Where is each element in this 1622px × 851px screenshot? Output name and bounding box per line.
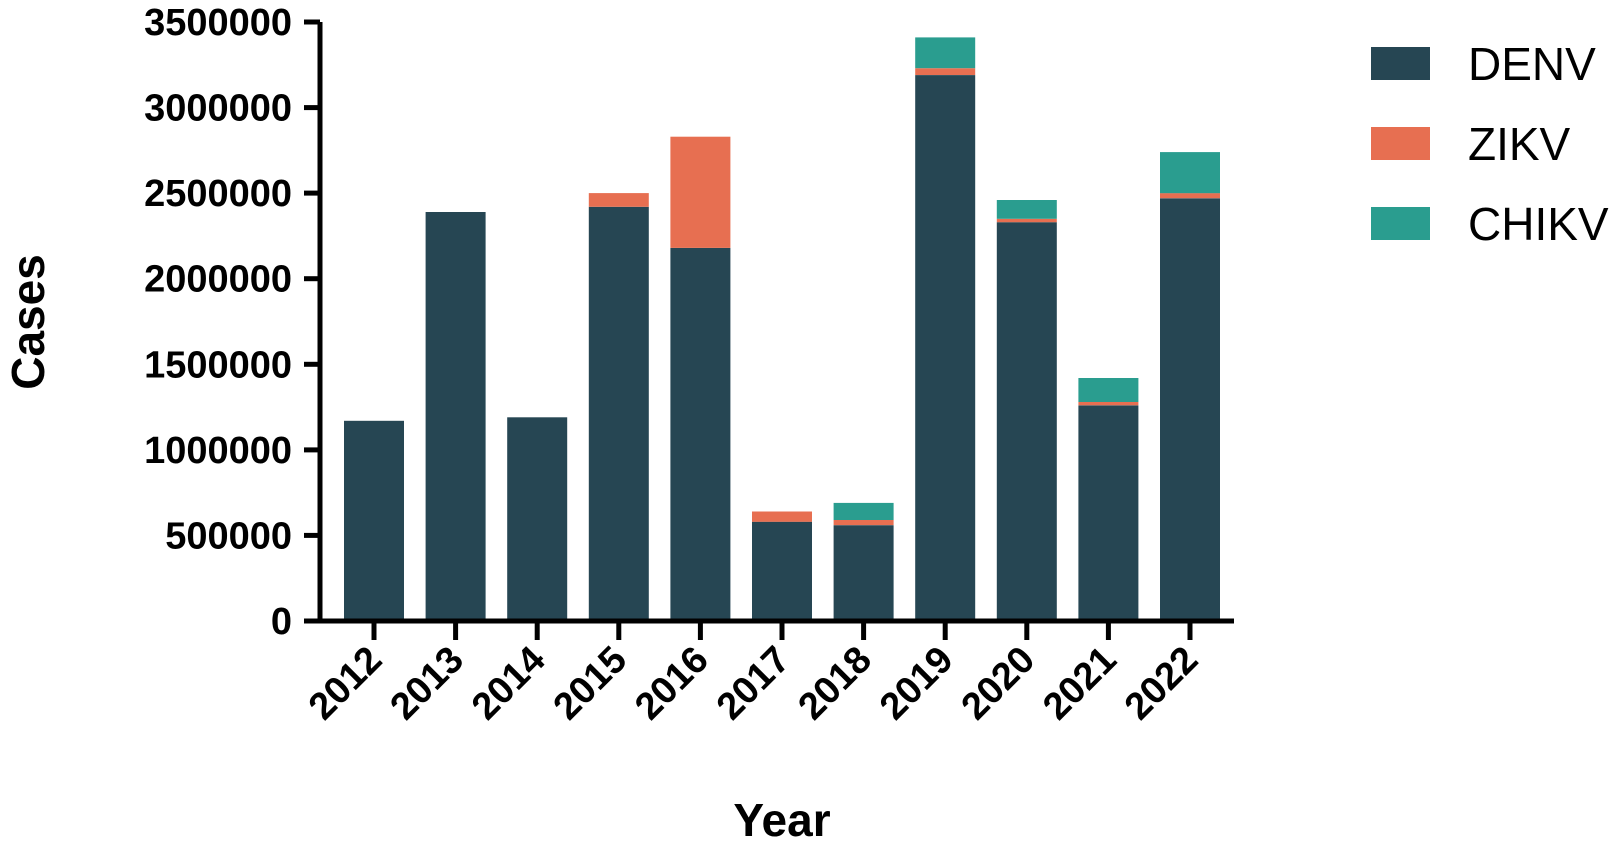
bar-denv-2022	[1160, 198, 1220, 622]
bar-chikv-2020	[996, 200, 1057, 219]
legend-item-zikv: ZIKV	[1371, 118, 1571, 170]
legend-swatch	[1371, 47, 1430, 80]
bar-denv-2015	[588, 206, 649, 622]
bar-denv-2019	[915, 75, 976, 622]
legend-swatch	[1371, 127, 1430, 160]
bar-chikv-2018	[833, 502, 894, 520]
x-tick-label: 2019	[872, 639, 961, 728]
bar-zikv-2019	[915, 68, 976, 75]
y-tick-label: 3500000	[144, 2, 292, 44]
x-tick-label: 2012	[301, 639, 390, 728]
x-axis-title: Year	[733, 794, 830, 846]
x-ticks-group: 2012201320142015201620172018201920202021…	[301, 621, 1206, 728]
legend-label: CHIKV	[1468, 198, 1609, 250]
x-tick-label: 2017	[709, 639, 798, 728]
bar-zikv-2017	[752, 511, 812, 522]
x-tick-label: 2022	[1117, 639, 1206, 728]
y-tick-label: 1000000	[144, 430, 292, 472]
bar-denv-2020	[996, 222, 1057, 621]
legend-item-chikv: CHIKV	[1371, 198, 1609, 250]
bar-zikv-2020	[996, 218, 1057, 223]
bar-zikv-2015	[588, 193, 649, 207]
y-tick-label: 3000000	[144, 88, 292, 130]
x-tick-label: 2020	[954, 639, 1043, 728]
bar-denv-2018	[833, 525, 894, 621]
bar-denv-2021	[1078, 405, 1139, 621]
bar-chikv-2019	[915, 37, 976, 69]
y-ticks-group: 0 500000 1000000 1500000 2000000 2500000 30000…	[144, 2, 320, 643]
x-tick-label: 2013	[382, 639, 471, 728]
x-tick-label: 2014	[464, 639, 553, 728]
legend-item-denv: DENV	[1371, 38, 1596, 90]
bar-denv-2013	[425, 212, 486, 621]
x-tick-label: 2021	[1035, 639, 1124, 728]
y-tick-label: 0	[271, 601, 292, 643]
bar-denv-2016	[670, 247, 731, 621]
y-tick-label: 2000000	[144, 259, 292, 301]
legend-swatch	[1371, 207, 1430, 240]
y-tick-label: 500000	[165, 515, 292, 557]
bar-denv-2014	[507, 417, 568, 621]
legend: DENV ZIKV CHIKV	[1371, 38, 1609, 250]
bars-group	[344, 37, 1220, 622]
x-tick-label: 2018	[790, 639, 879, 728]
x-tick-label: 2015	[546, 639, 635, 728]
bar-zikv-2021	[1078, 401, 1139, 406]
legend-label: ZIKV	[1468, 118, 1571, 170]
bar-zikv-2018	[833, 520, 894, 526]
legend-label: DENV	[1468, 38, 1596, 90]
bar-chikv-2021	[1078, 378, 1139, 402]
bar-zikv-2022	[1160, 193, 1220, 199]
bar-zikv-2016	[670, 136, 731, 248]
y-tick-label: 1500000	[144, 344, 292, 386]
y-tick-label: 2500000	[144, 173, 292, 215]
bar-denv-2012	[344, 420, 404, 621]
y-axis-title: Cases	[2, 254, 54, 390]
bar-denv-2017	[752, 521, 812, 621]
bar-chikv-2022	[1160, 152, 1220, 194]
x-tick-label: 2016	[627, 639, 716, 728]
